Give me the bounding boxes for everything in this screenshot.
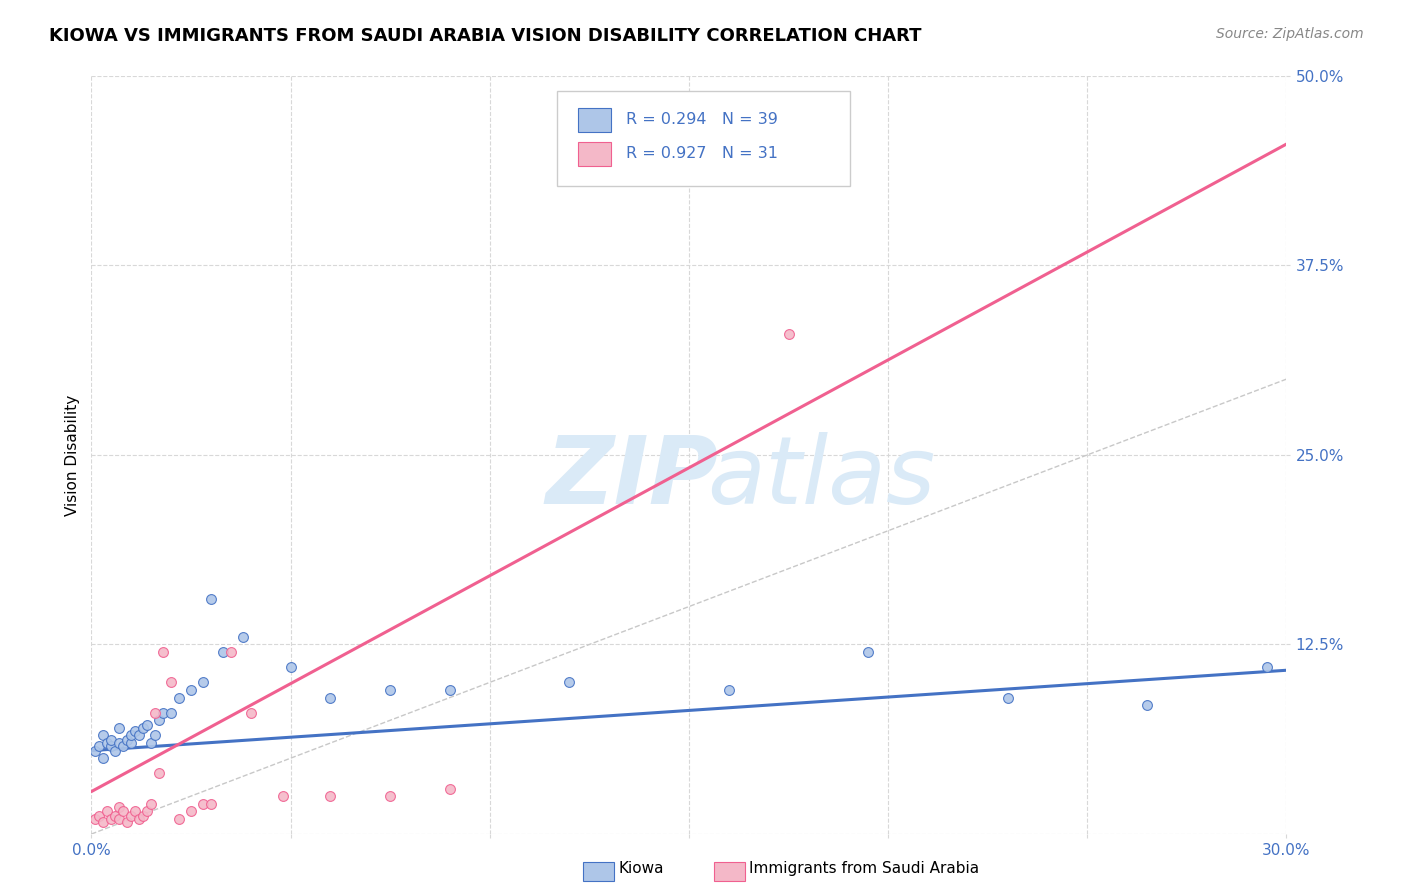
Bar [578, 142, 612, 166]
Point [141, 736, 162, 750]
Point [1256, 660, 1278, 674]
Point [104, 744, 127, 758]
Point [136, 805, 159, 819]
Point [96, 805, 118, 819]
Point [148, 714, 170, 728]
Point [280, 660, 302, 674]
Text: R = 0.927   N = 31: R = 0.927 N = 31 [626, 146, 778, 161]
Point [108, 721, 131, 735]
Point [84, 812, 107, 826]
Point [997, 690, 1019, 705]
Point [84, 744, 107, 758]
Point [439, 683, 461, 698]
Point [93, 814, 115, 829]
Point [191, 797, 214, 811]
Point [128, 812, 150, 826]
Point [120, 809, 142, 823]
Y-axis label: Vision Disability: Vision Disability [65, 394, 80, 516]
Point [219, 645, 242, 659]
Point [93, 751, 115, 765]
Point [132, 809, 155, 823]
Point [378, 683, 402, 698]
Text: Immigrants from Saudi Arabia: Immigrants from Saudi Arabia [749, 862, 980, 876]
Point [167, 812, 190, 826]
Text: Source: ZipAtlas.com: Source: ZipAtlas.com [1216, 27, 1364, 41]
Point [120, 736, 142, 750]
Point [128, 728, 150, 742]
Point [132, 721, 155, 735]
Point [100, 739, 122, 753]
Point [112, 739, 135, 753]
Point [141, 797, 162, 811]
Point [558, 675, 581, 690]
Text: atlas: atlas [707, 432, 935, 524]
Point [152, 645, 174, 659]
Point [319, 690, 342, 705]
Point [115, 814, 138, 829]
Point [717, 683, 740, 698]
Point [319, 789, 342, 804]
Point [160, 706, 183, 720]
Point [124, 723, 146, 738]
Point [211, 645, 233, 659]
Point [104, 809, 127, 823]
Text: Kiowa: Kiowa [619, 862, 664, 876]
Point [124, 805, 146, 819]
Point [89, 739, 111, 753]
Point [143, 706, 166, 720]
Point [108, 799, 131, 814]
Point [167, 690, 190, 705]
Point [191, 675, 214, 690]
Point [136, 718, 159, 732]
Text: R = 0.294   N = 39: R = 0.294 N = 39 [626, 112, 778, 128]
Bar [578, 108, 612, 132]
Point [200, 797, 222, 811]
Point [778, 326, 800, 341]
Point [89, 809, 111, 823]
Point [93, 728, 115, 742]
Point [152, 706, 174, 720]
Point [96, 736, 118, 750]
FancyBboxPatch shape [558, 91, 851, 186]
Point [112, 805, 135, 819]
Point [180, 805, 202, 819]
Text: ZIP: ZIP [546, 432, 718, 524]
Point [108, 812, 131, 826]
Point [120, 728, 142, 742]
Text: KIOWA VS IMMIGRANTS FROM SAUDI ARABIA VISION DISABILITY CORRELATION CHART: KIOWA VS IMMIGRANTS FROM SAUDI ARABIA VI… [49, 27, 922, 45]
Point [108, 736, 131, 750]
Point [160, 675, 183, 690]
Point [200, 592, 222, 607]
Point [856, 645, 880, 659]
Point [271, 789, 294, 804]
Point [100, 733, 122, 747]
Point [1136, 698, 1159, 712]
Point [439, 781, 461, 796]
Point [143, 728, 166, 742]
Point [148, 766, 170, 780]
Point [239, 706, 262, 720]
Point [232, 630, 254, 644]
Point [100, 812, 122, 826]
Point [115, 733, 138, 747]
Point [378, 789, 402, 804]
Point [180, 683, 202, 698]
